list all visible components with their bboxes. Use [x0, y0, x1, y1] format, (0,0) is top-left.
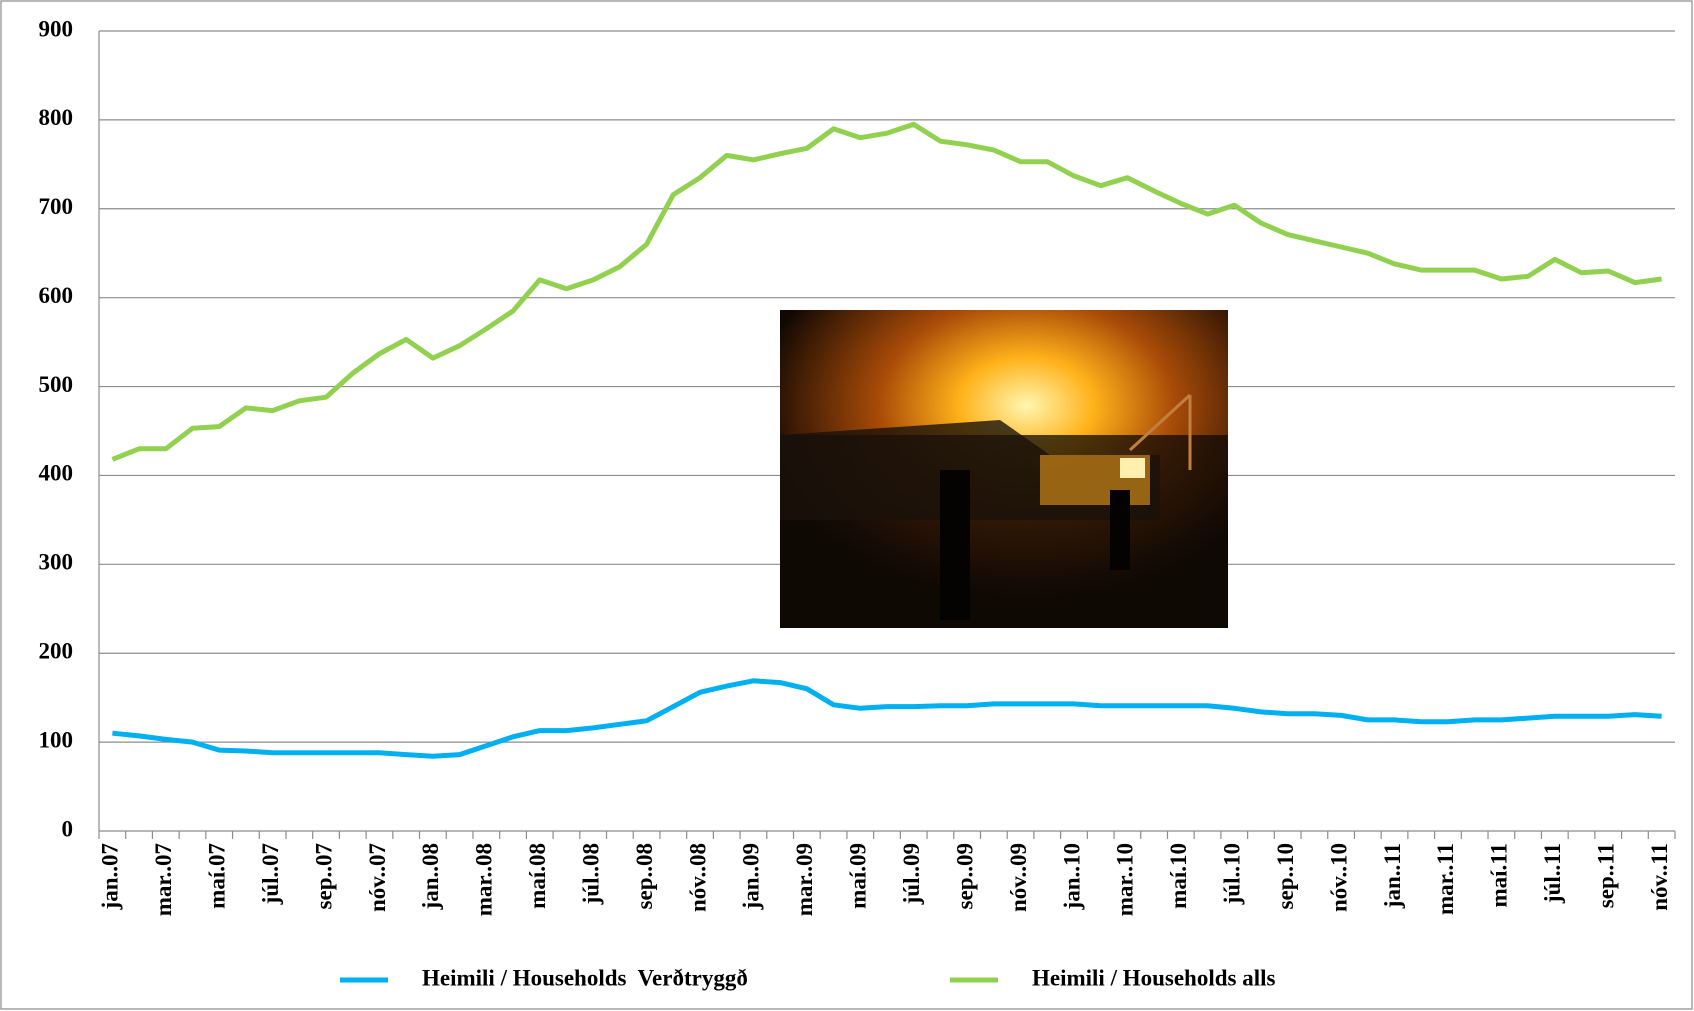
- x-tick-label: mar..10: [1113, 843, 1138, 916]
- y-tick-label: 600: [39, 283, 74, 308]
- x-tick-label: maí.09: [846, 843, 871, 909]
- x-tick-label: júl..07: [258, 843, 283, 905]
- y-tick-label: 100: [39, 727, 74, 752]
- x-tick-label: sep..07: [311, 843, 336, 909]
- x-tick-label: nóv..08: [685, 843, 710, 912]
- x-tick-label: nóv..07: [365, 843, 390, 912]
- x-tick-label: júl..11: [1540, 843, 1565, 904]
- legend-label: Heimili / Households alls: [1032, 965, 1276, 990]
- x-tick-label: mar..07: [151, 843, 176, 916]
- x-tick-label: sep..09: [952, 843, 977, 909]
- x-tick-label: maí.11: [1487, 843, 1512, 908]
- x-tick-label: maí.10: [1166, 843, 1191, 909]
- y-tick-label: 900: [39, 16, 74, 41]
- x-tick-label: nóv..10: [1326, 843, 1351, 912]
- data-line: [112, 678, 1662, 759]
- photo: [780, 310, 1228, 628]
- y-tick-label: 300: [39, 550, 74, 575]
- y-tick-label: 0: [62, 816, 74, 841]
- x-tick-label: júl..09: [899, 843, 924, 905]
- y-tick-label: 700: [39, 194, 74, 219]
- x-tick-label: sep..08: [632, 843, 657, 909]
- x-tick-label: mar..11: [1433, 843, 1458, 915]
- x-tick-label: mar..08: [472, 843, 497, 916]
- x-tick-label: jan..07: [98, 843, 123, 910]
- x-tick-label: mar..09: [792, 843, 817, 916]
- y-tick-label: 400: [39, 461, 74, 486]
- legend-label: Heimili / Households Verðtryggð: [422, 965, 748, 990]
- x-tick-label: jan..10: [1059, 843, 1084, 910]
- x-tick-label: jan..08: [418, 843, 443, 910]
- data-line: [111, 121, 1662, 462]
- y-tick-label: 800: [39, 105, 74, 130]
- x-tick-label: júl..08: [578, 843, 603, 905]
- x-tick-label: nóv..11: [1647, 843, 1672, 911]
- y-tick-label: 500: [39, 372, 74, 397]
- x-tick-label: sep..11: [1594, 843, 1619, 908]
- x-tick-label: júl..10: [1220, 843, 1245, 905]
- x-tick-label: maí.08: [525, 843, 550, 909]
- x-tick-label: maí.07: [204, 843, 229, 909]
- x-tick-label: jan..09: [739, 843, 764, 910]
- x-tick-label: jan..11: [1380, 843, 1405, 909]
- y-tick-label: 200: [39, 639, 74, 664]
- x-tick-label: nóv..09: [1006, 843, 1031, 912]
- x-tick-label: sep..10: [1273, 843, 1298, 909]
